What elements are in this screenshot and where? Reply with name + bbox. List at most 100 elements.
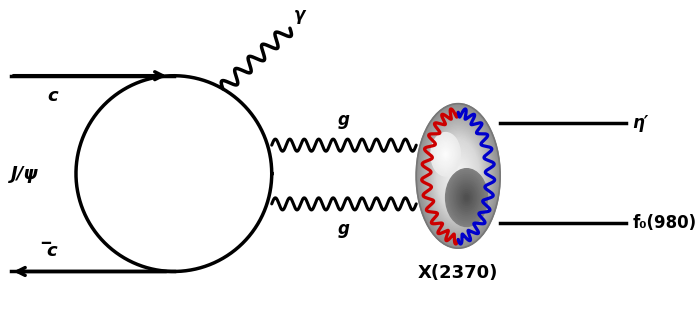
Ellipse shape [427,122,489,230]
Ellipse shape [438,140,480,212]
Ellipse shape [436,140,455,168]
Ellipse shape [424,117,492,235]
Ellipse shape [438,142,454,166]
Ellipse shape [433,133,483,219]
Ellipse shape [445,153,447,155]
Ellipse shape [430,127,486,225]
Ellipse shape [452,164,466,188]
Ellipse shape [429,125,487,226]
Ellipse shape [416,104,500,248]
Ellipse shape [432,130,484,222]
Ellipse shape [451,163,466,189]
Ellipse shape [434,134,482,218]
Ellipse shape [450,161,467,190]
Ellipse shape [453,166,464,186]
Ellipse shape [445,153,472,199]
Ellipse shape [447,155,470,196]
Ellipse shape [434,137,457,172]
Ellipse shape [454,169,463,183]
Ellipse shape [438,141,479,211]
Ellipse shape [458,186,475,209]
Text: J/ψ: J/ψ [11,164,38,183]
Text: c: c [48,87,58,105]
Ellipse shape [435,138,456,171]
Ellipse shape [454,180,480,215]
Ellipse shape [439,142,478,210]
Ellipse shape [441,146,476,206]
Ellipse shape [421,111,496,241]
Ellipse shape [437,139,480,213]
Ellipse shape [446,154,471,198]
Text: g: g [338,111,350,129]
Ellipse shape [419,107,498,245]
Ellipse shape [442,148,475,204]
Ellipse shape [420,110,496,242]
Ellipse shape [426,121,490,231]
Ellipse shape [418,106,498,246]
Ellipse shape [440,146,452,163]
Ellipse shape [442,149,449,160]
Ellipse shape [455,170,462,182]
Ellipse shape [454,168,463,184]
Ellipse shape [443,149,474,202]
Ellipse shape [433,136,458,173]
Ellipse shape [433,135,459,174]
Text: ̅c: ̅c [48,242,58,260]
Ellipse shape [428,124,488,228]
Ellipse shape [431,133,461,176]
Ellipse shape [426,119,491,232]
Ellipse shape [422,113,494,239]
Ellipse shape [447,157,470,195]
Ellipse shape [460,188,474,207]
Ellipse shape [437,141,454,167]
Ellipse shape [449,173,484,223]
Ellipse shape [439,144,452,164]
Ellipse shape [441,148,450,161]
Ellipse shape [419,109,497,243]
Ellipse shape [449,160,468,192]
Ellipse shape [453,178,481,217]
Ellipse shape [458,175,459,177]
Ellipse shape [435,139,456,170]
Ellipse shape [448,158,469,194]
Text: X(2370): X(2370) [418,264,498,282]
Text: f₀(980): f₀(980) [633,213,696,231]
Ellipse shape [457,174,460,178]
Ellipse shape [456,182,478,213]
Ellipse shape [417,105,499,247]
Ellipse shape [463,192,471,203]
Ellipse shape [443,151,448,157]
Ellipse shape [436,137,481,214]
Ellipse shape [421,112,495,240]
Ellipse shape [450,175,483,221]
Ellipse shape [440,143,477,208]
Ellipse shape [423,115,494,237]
Ellipse shape [442,150,449,158]
Ellipse shape [438,143,453,165]
Ellipse shape [431,129,485,223]
Ellipse shape [466,196,468,200]
Ellipse shape [430,128,486,224]
Ellipse shape [457,184,477,211]
Ellipse shape [449,159,468,193]
Ellipse shape [464,194,470,201]
Text: g: g [338,220,350,238]
Ellipse shape [452,165,465,187]
Ellipse shape [456,172,461,180]
Ellipse shape [452,177,482,219]
Ellipse shape [432,134,459,175]
Ellipse shape [461,190,472,205]
Ellipse shape [444,152,472,200]
Ellipse shape [444,152,447,156]
Ellipse shape [444,151,473,201]
Text: γ: γ [293,6,305,24]
Ellipse shape [447,171,486,224]
Ellipse shape [424,116,493,236]
Ellipse shape [435,136,482,216]
Ellipse shape [435,135,482,217]
Ellipse shape [440,145,477,207]
Ellipse shape [433,131,484,220]
Ellipse shape [428,123,489,229]
Ellipse shape [446,169,487,226]
Text: η′: η′ [633,114,649,132]
